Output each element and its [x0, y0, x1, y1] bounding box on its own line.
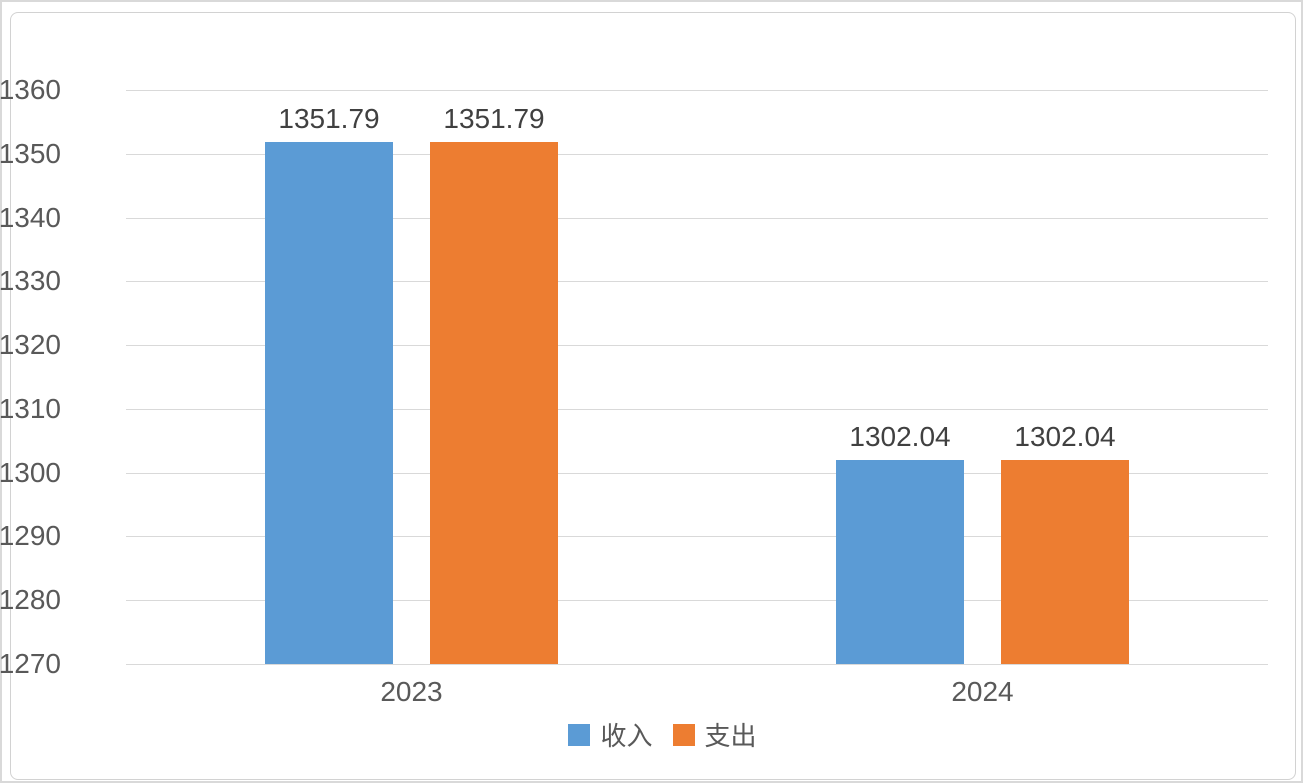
- y-axis-tick-label: 1280: [0, 584, 61, 616]
- legend: 收入 支出: [11, 716, 1303, 753]
- gridline: [126, 345, 1268, 347]
- y-axis-tick-label: 1320: [0, 329, 61, 361]
- legend-swatch-icon: [672, 723, 695, 746]
- gridline: [126, 281, 1268, 283]
- bar-2024-series-2: [1001, 459, 1129, 664]
- bar-2023-series-2: [430, 142, 558, 664]
- gridline: [126, 472, 1268, 474]
- bar-data-label: 1302.04: [849, 420, 951, 452]
- bar-2023-series-1: [265, 142, 393, 664]
- gridline: [126, 153, 1268, 155]
- gridline: [126, 664, 1268, 665]
- y-axis-tick-label: 1360: [0, 74, 61, 105]
- y-axis-tick-label: 1310: [0, 392, 61, 424]
- y-axis-tick-label: 1330: [0, 265, 61, 297]
- y-axis-tick-label: 1290: [0, 520, 61, 552]
- legend-swatch-icon: [568, 723, 591, 746]
- bar-data-label: 1302.04: [1014, 420, 1116, 452]
- gridline: [126, 408, 1268, 410]
- x-axis-category-label: 2024: [951, 676, 1014, 707]
- legend-label: 支出: [704, 721, 757, 751]
- gridline: [126, 217, 1268, 219]
- y-axis-tick-label: 1270: [0, 648, 61, 679]
- gridline: [126, 90, 1268, 91]
- bar-data-label: 1351.79: [443, 103, 545, 135]
- gridline: [126, 600, 1268, 602]
- y-axis-tick-label: 1300: [0, 456, 61, 488]
- bar-2024-series-1: [836, 459, 964, 664]
- legend-item: 支出: [672, 716, 757, 753]
- y-axis-tick-label: 1350: [0, 137, 61, 169]
- gridline: [126, 536, 1268, 538]
- chart-area: 1360 1350 1340 1330 1320 1310 1300 1290 1280 1270…: [0, 12, 1296, 780]
- legend-item: 收入: [568, 716, 653, 753]
- y-axis-tick-label: 1340: [0, 201, 61, 233]
- legend-label: 收入: [600, 721, 653, 751]
- x-axis-category-label: 2023: [380, 676, 443, 707]
- bar-data-label: 1351.79: [278, 103, 380, 135]
- plot-area: 1360 1350 1340 1330 1320 1310 1300 1290 1280 1270…: [0, 76, 1268, 707]
